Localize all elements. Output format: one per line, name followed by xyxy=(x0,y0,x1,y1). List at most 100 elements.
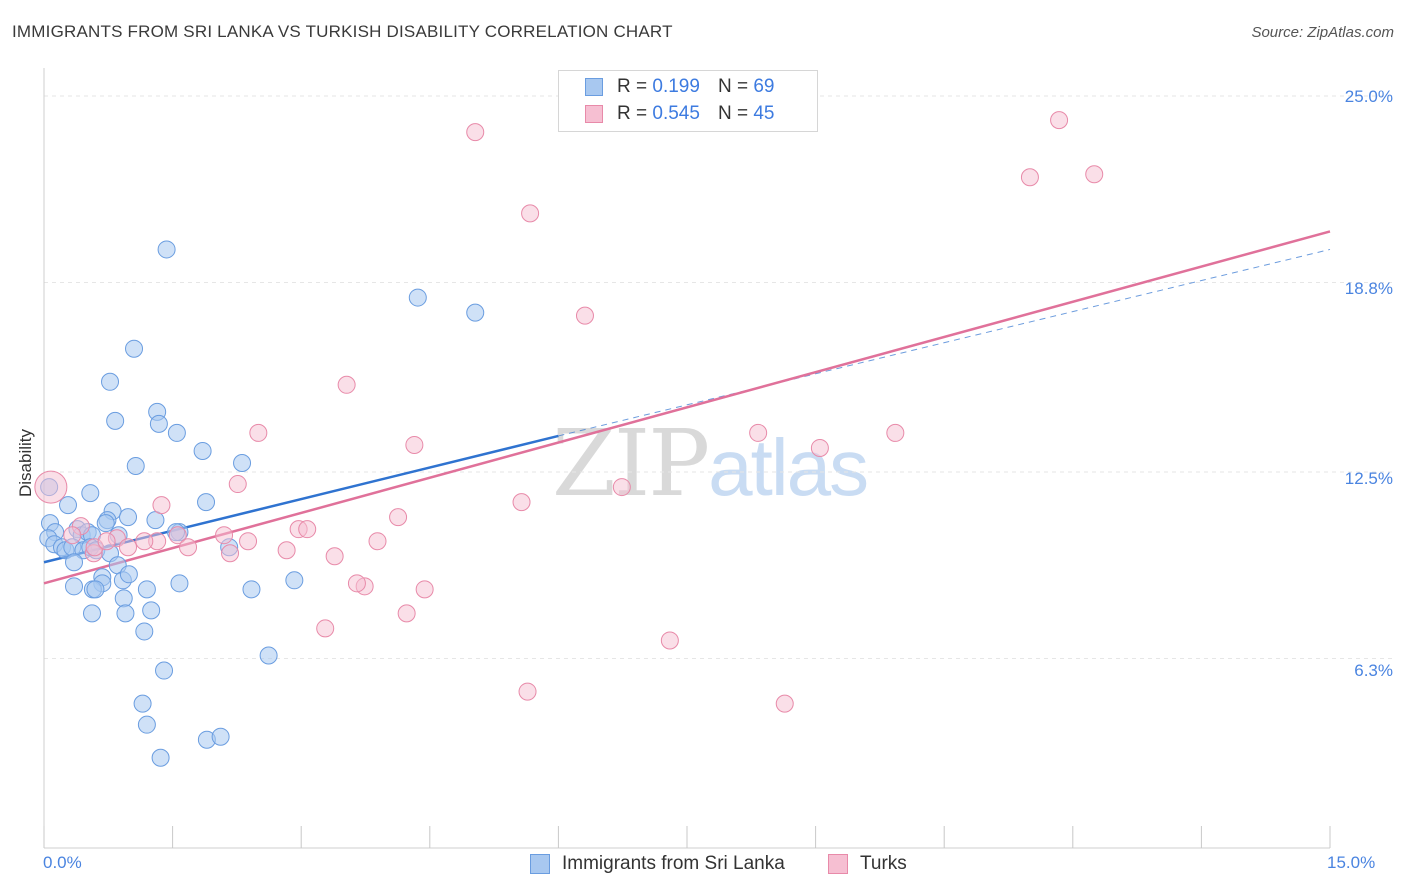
y-tick-label: 25.0% xyxy=(1344,87,1393,106)
y-tick-label: 12.5% xyxy=(1344,469,1393,488)
y-tick-label: 18.8% xyxy=(1344,279,1393,298)
stats-row-sri-lanka: R = 0.199 N = 69 xyxy=(559,74,774,100)
data-point-turks xyxy=(63,526,82,545)
data-point-turks xyxy=(466,123,485,142)
data-point-turks xyxy=(749,423,768,442)
data-point-sri-lanka xyxy=(259,646,278,665)
data-point-sri-lanka xyxy=(193,441,212,460)
data-point-turks xyxy=(34,470,68,504)
data-point-turks xyxy=(415,580,434,599)
legend-swatch-pink xyxy=(585,105,603,123)
trend-lines xyxy=(43,230,1331,585)
legend-swatch-blue xyxy=(530,854,550,874)
data-point-sri-lanka xyxy=(59,496,78,515)
n-label: N = xyxy=(717,103,749,124)
source-credit: Source: ZipAtlas.com xyxy=(1251,24,1394,41)
data-point-turks xyxy=(575,306,594,325)
data-point-turks xyxy=(119,538,138,557)
grid-lines xyxy=(44,95,1392,660)
zipatlas-watermark: ZIPatlas xyxy=(552,410,869,517)
series-turks xyxy=(34,111,1104,713)
data-point-turks xyxy=(405,435,424,454)
data-point-sri-lanka xyxy=(86,580,105,599)
data-point-sri-lanka xyxy=(233,454,252,472)
data-point-turks xyxy=(1020,168,1039,187)
data-point-turks xyxy=(337,375,356,394)
data-point-turks xyxy=(249,423,268,442)
series-sri-lanka xyxy=(39,240,485,767)
legend-swatch-blue xyxy=(585,78,603,96)
data-point-sri-lanka xyxy=(114,589,133,608)
data-point-sri-lanka xyxy=(157,240,176,259)
data-point-sri-lanka xyxy=(211,727,230,746)
data-point-turks xyxy=(397,604,416,623)
data-point-sri-lanka xyxy=(466,303,485,322)
legend-item-sri-lanka[interactable]: Immigrants from Sri Lanka xyxy=(530,852,785,876)
r-value: 0.545 xyxy=(652,103,700,124)
data-point-turks xyxy=(221,544,240,563)
data-point-turks xyxy=(512,493,531,512)
data-point-turks xyxy=(316,619,335,638)
legend-label: Immigrants from Sri Lanka xyxy=(562,853,785,874)
data-point-sri-lanka xyxy=(133,694,152,713)
data-point-sri-lanka xyxy=(146,511,165,530)
data-point-turks xyxy=(347,574,366,593)
data-point-turks xyxy=(389,508,408,527)
data-point-sri-lanka xyxy=(137,715,156,734)
data-point-sri-lanka xyxy=(142,601,161,620)
data-point-turks xyxy=(660,631,679,650)
data-point-turks xyxy=(298,520,317,539)
data-point-sri-lanka xyxy=(96,514,115,533)
data-point-sri-lanka xyxy=(137,580,156,599)
r-label: R = xyxy=(617,76,648,97)
n-label: N = xyxy=(717,76,749,97)
stats-legend: R = 0.199 N = 69 R = 0.545 N = 45 xyxy=(558,70,818,132)
data-point-turks xyxy=(775,694,794,713)
data-point-turks xyxy=(612,478,631,497)
legend-label: Turks xyxy=(860,853,907,874)
trend-line-turks xyxy=(43,230,1331,585)
data-point-sri-lanka xyxy=(119,508,138,527)
data-point-sri-lanka xyxy=(167,423,186,442)
data-point-turks xyxy=(521,204,540,223)
data-point-sri-lanka xyxy=(106,411,125,430)
data-point-turks xyxy=(179,538,198,557)
data-point-sri-lanka xyxy=(151,748,170,767)
data-point-turks xyxy=(152,496,171,515)
data-point-turks xyxy=(810,438,829,457)
watermark-zip: ZIP xyxy=(552,410,710,517)
data-point-sri-lanka xyxy=(65,577,84,596)
data-point-sri-lanka xyxy=(155,661,174,680)
data-point-sri-lanka xyxy=(242,580,261,599)
data-point-sri-lanka xyxy=(65,553,84,572)
data-point-turks xyxy=(239,532,258,551)
data-point-sri-lanka xyxy=(81,484,100,503)
legend-swatch-pink xyxy=(828,854,848,874)
legend-item-turks[interactable]: Turks xyxy=(828,852,907,876)
data-point-sri-lanka xyxy=(285,571,304,590)
y-tick-label: 6.3% xyxy=(1354,661,1393,680)
data-point-sri-lanka xyxy=(135,622,154,641)
chart-title: IMMIGRANTS FROM SRI LANKA VS TURKISH DIS… xyxy=(12,22,673,41)
data-point-turks xyxy=(1050,111,1069,130)
data-point-sri-lanka xyxy=(170,574,189,593)
data-point-turks xyxy=(168,526,187,545)
r-label: R = xyxy=(617,103,648,124)
watermark-atlas: atlas xyxy=(708,423,869,512)
data-point-turks xyxy=(325,547,344,566)
data-point-sri-lanka xyxy=(116,604,135,623)
data-point-sri-lanka xyxy=(408,288,427,307)
data-point-sri-lanka xyxy=(83,604,102,623)
data-point-turks xyxy=(886,423,905,442)
n-value: 45 xyxy=(753,103,775,124)
data-point-turks xyxy=(518,682,537,701)
axes xyxy=(43,68,1331,849)
data-point-sri-lanka xyxy=(197,493,216,512)
data-point-turks xyxy=(277,541,296,560)
data-point-turks xyxy=(368,532,387,551)
y-axis-label: Disability xyxy=(16,428,35,497)
data-point-sri-lanka xyxy=(101,372,120,391)
data-point-sri-lanka xyxy=(119,565,138,584)
trend-line-sri-lanka-extrapolated xyxy=(558,248,1331,437)
